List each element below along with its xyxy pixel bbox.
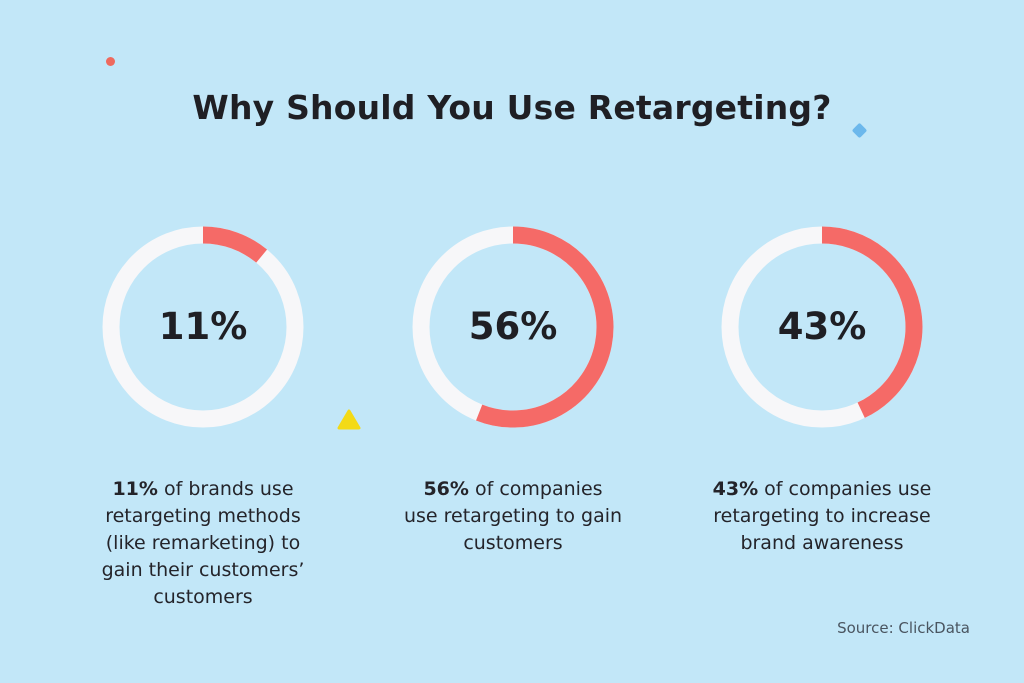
donut-chart-3-value-label: 43% [777,305,867,348]
description-1-line-4: gain their customers’ [101,559,305,581]
donut-chart-3-svg [721,226,923,428]
source-credit: Source: ClickData [837,619,970,637]
description-1-line-2: retargeting methods [105,505,301,527]
description-2-line-3: customers [463,532,563,554]
yellow-triangle-decoration [337,409,361,430]
description-1-line-5: customers [153,586,253,608]
donut-2-value-arc [476,226,614,428]
description-3-line-3: brand awareness [740,532,904,554]
description-2: 56% of companies use retargeting to gain… [373,476,653,557]
description-2-line-1: of companies [474,478,603,500]
description-1-line-3: (like remarketing) to [105,532,301,554]
description-3-bold-value: 43% [712,478,759,500]
page-title: Why Should You Use Retargeting? [192,88,832,127]
red-dot-decoration [106,57,115,66]
donut-chart-3: 43% [717,222,927,432]
donut-chart-1-svg [102,226,304,428]
description-3-line-2: retargeting to increase [713,505,931,527]
donut-chart-2-value-label: 56% [468,305,558,348]
description-1-line-1: of brands use [163,478,294,500]
donut-chart-1: 11% [98,222,308,432]
donut-3-value-arc [821,226,923,418]
description-1: 11% of brands use retargeting methods (l… [63,476,343,611]
description-1-bold-value: 11% [112,478,158,500]
donut-chart-2-svg [412,226,614,428]
description-3-line-1: of companies use [764,478,932,500]
description-3: 43% of companies use retargeting to incr… [682,476,962,557]
donut-chart-2: 56% [408,222,618,432]
description-2-line-2: use retargeting to gain [403,505,623,527]
donut-1-value-arc [202,226,268,263]
donut-chart-1-value-label: 11% [158,305,248,348]
description-2-bold-value: 56% [423,478,469,500]
